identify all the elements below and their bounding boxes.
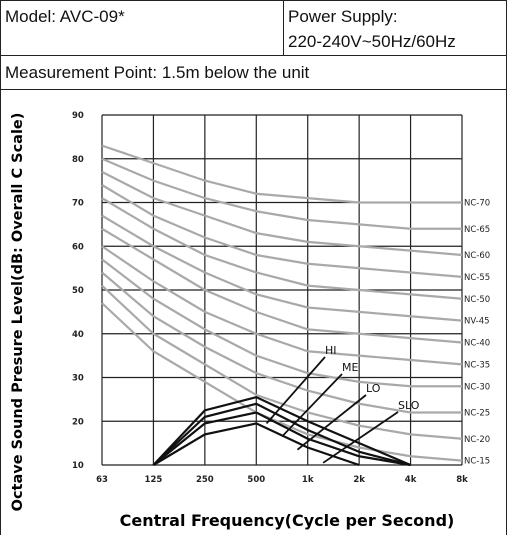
y-axis-title: Octave Sound Presure Level(dB: Overall C… — [10, 113, 26, 512]
level-series — [152, 396, 412, 467]
y-tick-label: 60 — [72, 242, 84, 252]
level-series-line — [152, 402, 411, 467]
level-series-line — [152, 411, 411, 467]
nc-curve-label: NC-25 — [464, 409, 490, 419]
level-label: ME — [342, 361, 358, 374]
nc-curve — [101, 184, 463, 278]
nc-curve — [101, 197, 463, 300]
nc-curve — [101, 227, 463, 344]
level-series-line — [152, 422, 360, 467]
nc-curve-label: NC-55 — [464, 273, 490, 283]
nc-curve-label: NC-60 — [464, 251, 490, 261]
chart-cell — [0, 89, 507, 535]
nc-curve-label: NV-45 — [464, 317, 490, 327]
y-tick-label: 30 — [72, 374, 84, 384]
x-tick-label: 63 — [96, 475, 108, 485]
nc-curve — [101, 157, 462, 230]
level-label: HI — [325, 344, 337, 357]
nc-curve — [101, 271, 462, 414]
level-label: LO — [366, 382, 381, 395]
x-tick-label: 1k — [302, 475, 314, 485]
level-pointer-line — [265, 356, 326, 425]
nc-curve-label: NC-65 — [464, 225, 490, 235]
power-supply-value: 220-240V~50Hz/60Hz — [288, 32, 456, 51]
level-pointer-line — [322, 411, 399, 464]
nc-curves — [101, 144, 463, 462]
model-label: Model: AVC-09* — [5, 7, 125, 26]
nc-curve-label: NC-40 — [464, 339, 490, 349]
nc-curve-label: NC-20 — [464, 435, 490, 445]
x-tick-label: 2k — [353, 475, 365, 485]
axis-labels: 90 80 70 60 50 40 30 20 10 63 125 250 500 1k 2k 4k 8k NC-… — [72, 111, 490, 485]
nc-curve — [101, 214, 463, 322]
nc-curve — [101, 302, 463, 462]
x-tick-label: 250 — [196, 475, 214, 485]
level-label: SLO — [398, 399, 420, 412]
level-series-line — [152, 396, 412, 467]
nc-curve-label: NC-15 — [464, 457, 490, 467]
nc-curve-label: NC-30 — [464, 382, 490, 392]
y-tick-label: 40 — [72, 330, 84, 340]
level-pointer-line — [296, 394, 367, 451]
x-axis-title: Central Frequency(Cycle per Second) — [120, 511, 455, 530]
measurement-point: Measurement Point: 1.5m below the unit — [5, 63, 310, 82]
y-tick-label: 50 — [72, 286, 84, 296]
nc-curve — [101, 258, 462, 388]
x-tick-label: 8k — [456, 475, 468, 485]
level-pointers — [265, 356, 399, 464]
nc-curve — [101, 284, 463, 440]
y-tick-label: 90 — [72, 111, 84, 121]
nc-curve — [101, 144, 462, 204]
x-tick-label: 4k — [405, 475, 417, 485]
level-pointer-line — [281, 373, 343, 438]
y-tick-label: 10 — [72, 461, 84, 471]
y-tick-label: 80 — [72, 155, 84, 165]
y-tick-label: 20 — [72, 417, 84, 427]
nc-curve-label: NC-50 — [464, 295, 490, 305]
power-supply-label: Power Supply: — [288, 7, 398, 26]
nc-curve — [101, 170, 463, 257]
nc-curve-label: NC-35 — [464, 360, 490, 370]
nc-curve-label: NC-70 — [464, 199, 490, 209]
x-tick-label: 500 — [247, 475, 265, 485]
nc-curve — [101, 245, 463, 366]
y-tick-label: 70 — [72, 199, 84, 209]
x-tick-label: 125 — [145, 475, 163, 485]
